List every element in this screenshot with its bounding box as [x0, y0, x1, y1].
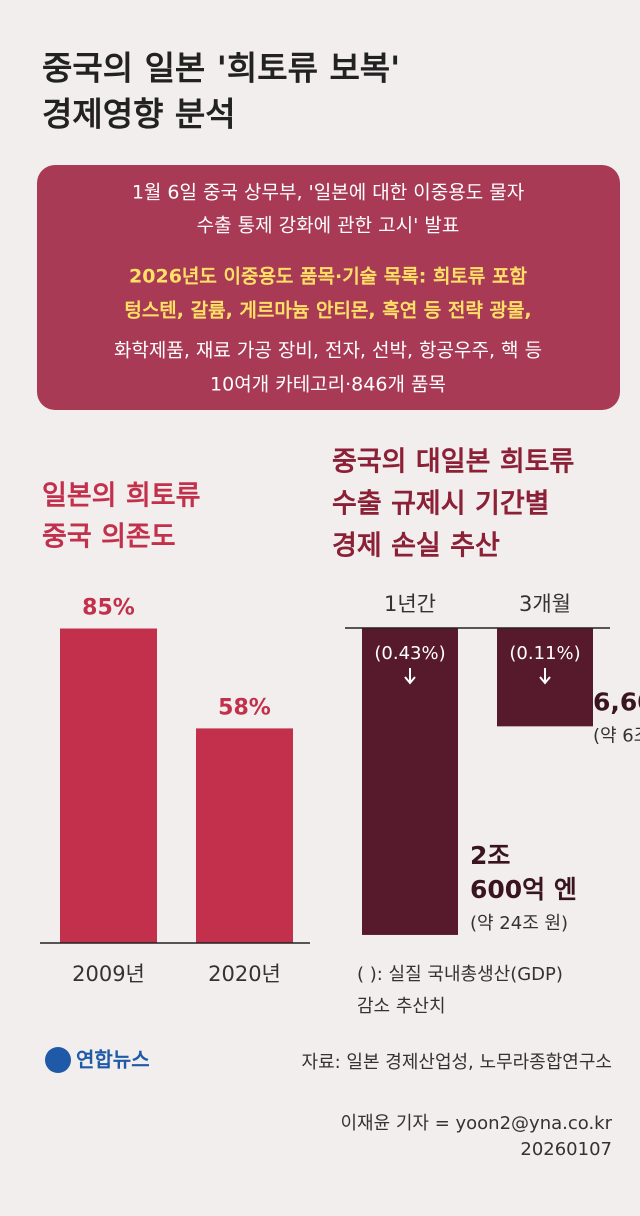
notice-line: 수출 통제 강화에 관한 고시' 발표	[197, 215, 460, 237]
source: 자료: 일본 경제산업성, 노무라종합연구소	[302, 1052, 612, 1073]
x-tick-label: 2009년	[72, 962, 145, 986]
notice-highlight: 텅스텐, 갈륨, 게르마늄 안티몬, 흑연 등 전략 광물,	[124, 299, 531, 322]
arrow	[404, 668, 416, 685]
note: ( ): 실질 국내총생산(GDP)	[357, 964, 563, 985]
gdp-label: (0.11%)	[509, 643, 580, 664]
bar	[60, 628, 157, 943]
x-tick-label: 2020년	[208, 962, 281, 986]
notice: 1월 6일 중국 상무부, '일본에 대한 이중용도 물자 수출 통제 강화에 …	[114, 182, 542, 396]
value-label: 58%	[218, 695, 271, 720]
credit: 이재윤 기자 = yoon2@yna.co.kr	[340, 1113, 612, 1134]
title-line: 경제영향 분석	[42, 95, 236, 134]
footer: 연합뉴스 자료: 일본 경제산업성, 노무라종합연구소 이재윤 기자 = yoo…	[45, 1047, 613, 1160]
value-label: 85%	[82, 596, 135, 621]
gdp-label: (0.43%)	[374, 643, 445, 664]
x-tick-label: 1년간	[384, 592, 436, 616]
notice-line: 1월 6일 중국 상무부, '일본에 대한 이중용도 물자	[132, 182, 524, 204]
value-label: 600억 엔	[470, 875, 577, 904]
notice-highlight: 2026년도 이중용도 품목·기술 목록: 희토류 포함	[129, 266, 527, 288]
chart-title: 중국 의존도	[42, 522, 176, 553]
date: 20260107	[520, 1139, 612, 1160]
note: 감소 추산치	[357, 996, 446, 1017]
notice-box	[37, 165, 620, 410]
arrow	[539, 668, 551, 685]
value-label: 6,600억 엔	[593, 687, 640, 716]
title-line: 중국의 일본 '희토류 보복'	[42, 49, 400, 88]
bar	[196, 728, 293, 943]
chart-title: 중국의 대일본 희토류	[332, 447, 574, 478]
x-tick-label: 3개월	[519, 592, 571, 616]
logo: 연합뉴스	[76, 1048, 150, 1072]
krw-label: (약 6조 원)	[593, 725, 640, 746]
notice-detail: 화학제품, 재료 가공 장비, 전자, 선박, 항공우주, 핵 등	[114, 340, 542, 362]
value-label: 2조	[470, 841, 510, 870]
krw-label: (약 24조 원)	[470, 913, 568, 934]
chart-title: 일본의 희토류	[42, 481, 200, 512]
notice-detail: 10여개 카테고리·846개 품목	[210, 374, 446, 396]
logo-icon	[45, 1047, 71, 1073]
chart-title: 수출 규제시 기간별	[332, 489, 550, 520]
chart-title: 경제 손실 추산	[332, 531, 500, 562]
